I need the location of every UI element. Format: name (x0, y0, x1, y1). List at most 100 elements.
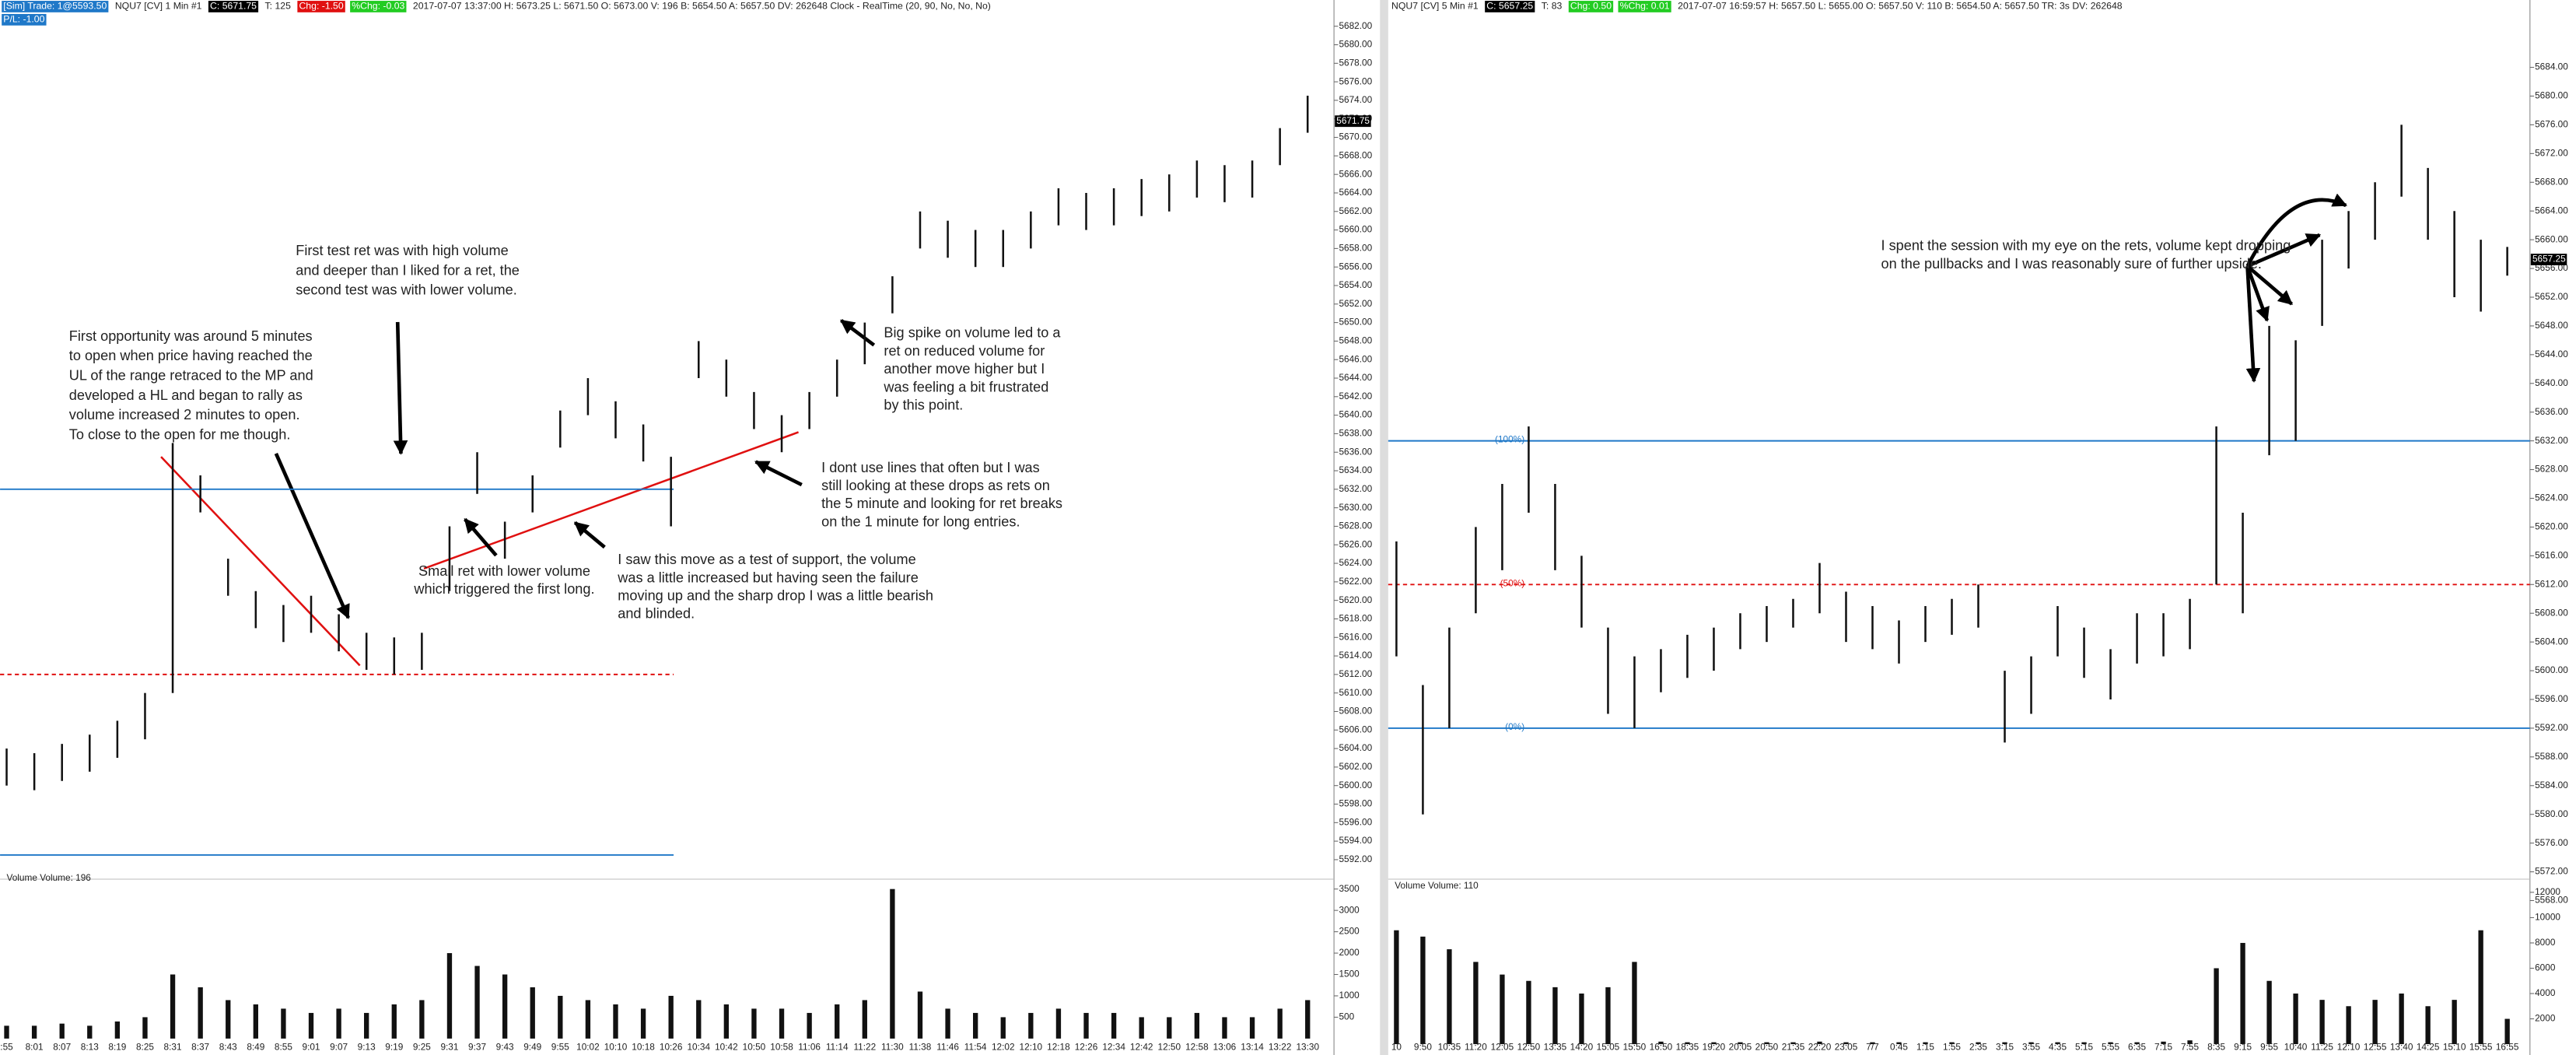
arrow (2245, 265, 2294, 306)
annotation: I dont use lines that often but I was (821, 460, 1040, 475)
y-tick-label: 5636.00 (2535, 406, 2568, 417)
y-tick-label: 5648.00 (2535, 320, 2568, 331)
volume-tick-label: 4000 (2535, 987, 2556, 998)
y-tick-label: 5606.00 (1339, 724, 1372, 734)
x-tick-label: 12:05 (1491, 1042, 1514, 1053)
x-tick-label: 9:19 (385, 1042, 403, 1053)
x-tick-label: 12:55 (2364, 1042, 2387, 1053)
volume-bar (1526, 980, 1531, 1045)
y-tick-label: 5568.00 (2535, 895, 2568, 906)
y-tick-label: 5658.00 (1339, 243, 1372, 254)
volume-bar (59, 1023, 65, 1039)
volume-bar (2319, 1000, 2325, 1045)
annotation: UL of the range retraced to the MP and (69, 367, 313, 383)
volume-bar (2425, 1006, 2431, 1045)
x-tick-label: 13:22 (1269, 1042, 1292, 1053)
header-field: Chg: -1.50 (299, 1, 343, 12)
y-tick-label: 5640.00 (1339, 409, 1372, 420)
volume-bar (1790, 1042, 1796, 1045)
volume-tick-label: 2500 (1339, 926, 1360, 937)
volume-bar (1167, 1017, 1172, 1039)
volume-bar (391, 1004, 397, 1039)
header-field: %Chg: -0.03 (352, 1, 404, 12)
x-tick-label: 12:58 (1185, 1042, 1209, 1053)
volume-bar (2055, 1042, 2060, 1045)
x-tick-label: 13:06 (1213, 1042, 1237, 1053)
annotation: I spent the session with my eye on the r… (1881, 238, 2291, 254)
y-tick-label: 5680.00 (2535, 90, 2568, 101)
y-tick-label: 5604.00 (2535, 636, 2568, 647)
y-tick-label: 5642.00 (1339, 391, 1372, 401)
x-tick-label: 12:26 (1075, 1042, 1098, 1053)
y-tick-label: 5676.00 (2535, 119, 2568, 130)
header-badge (350, 1, 407, 12)
y-tick-label: 5612.00 (2535, 578, 2568, 589)
volume-tick-label: 3000 (1339, 904, 1360, 915)
volume-bar (419, 1000, 425, 1039)
x-tick-label: 12:10 (1020, 1042, 1043, 1053)
drawings (160, 193, 2347, 667)
volume-bar (1711, 1042, 1717, 1045)
volume-bar (1500, 974, 1505, 1045)
splitter (1380, 0, 1388, 1055)
arrow (2245, 265, 2270, 322)
volume-bar (1394, 930, 1399, 1045)
volume-bar (862, 1000, 867, 1039)
volume-bar (1605, 987, 1611, 1045)
header-badge (1568, 1, 1614, 12)
volume-bar (1817, 1041, 1822, 1045)
y-tick-label: 5660.00 (1339, 224, 1372, 235)
trend-line (160, 456, 361, 667)
y-tick-label: 5684.00 (2535, 61, 2568, 72)
x-tick-label: 5:55 (2102, 1042, 2119, 1053)
volume-label: Volume Volume: 110 (1395, 880, 1479, 891)
volume-tick-label: 1000 (1339, 990, 1360, 1001)
volume-bar (945, 1008, 950, 1039)
volume-tick-label: 3500 (1339, 883, 1360, 894)
y-tick-label: 5608.00 (2535, 607, 2568, 618)
volume-bar (1111, 1012, 1117, 1039)
x-tick-label: 10:18 (632, 1042, 655, 1053)
x-tick-label: 7:15 (2154, 1042, 2172, 1053)
x-tick-label: 10:34 (687, 1042, 710, 1053)
y-tick-label: 5572.00 (2535, 866, 2568, 877)
x-tick-label: 11:54 (964, 1042, 987, 1053)
volume-tick-label: 10000 (2535, 912, 2560, 923)
x-tick-label: 12:02 (992, 1042, 1015, 1053)
y-tick-label: 5592.00 (1339, 853, 1372, 864)
volume-bar (640, 1008, 646, 1039)
volume-bar (1055, 1008, 1062, 1039)
annotation: second test was with lower volume. (296, 282, 517, 298)
x-tick-label: :55 (0, 1042, 13, 1053)
y-tick-label: 5600.00 (2535, 664, 2568, 675)
annotation: another move higher but I (884, 361, 1045, 377)
x-tick-label: 12:42 (1130, 1042, 1153, 1053)
x-tick-label: 10:26 (660, 1042, 683, 1053)
y-tick-label: 5644.00 (1339, 372, 1372, 383)
x-tick-label: 9:15 (2234, 1042, 2252, 1053)
annotation: Small ret with lower volume (418, 563, 590, 579)
y-tick-label: 5628.00 (1339, 520, 1372, 531)
y-tick-label: 5616.00 (1339, 631, 1372, 642)
y-tick-label: 5618.00 (1339, 613, 1372, 624)
annotation: was a little increased but having seen t… (617, 570, 919, 585)
volume-bar (530, 987, 535, 1039)
y-tick-label: 5656.00 (1339, 261, 1372, 272)
volume-bar (1083, 1012, 1089, 1039)
header-field: 2017-07-07 13:37:00 H: 5673.25 L: 5671.5… (413, 1, 991, 12)
y-tick-label: 5636.00 (1339, 446, 1372, 457)
volume-bar (4, 1025, 9, 1039)
volume-bar (1420, 936, 1426, 1045)
y-tick-label: 5670.00 (1339, 131, 1372, 142)
y-tick-label: 5646.00 (1339, 353, 1372, 364)
y-tick-label: 5602.00 (1339, 761, 1372, 772)
header-field: Chg: 0.50 (1570, 1, 1612, 12)
x-tick-label: 10:02 (576, 1042, 600, 1053)
y-tick-label: 5580.00 (2535, 808, 2568, 819)
volume-bar (696, 1000, 702, 1039)
x-tick-label: 8:25 (136, 1042, 154, 1053)
volume-bar (170, 974, 176, 1039)
volume-tick-label: 500 (1339, 1011, 1354, 1022)
volume-bar (2266, 980, 2272, 1045)
volume-bar (198, 987, 203, 1039)
